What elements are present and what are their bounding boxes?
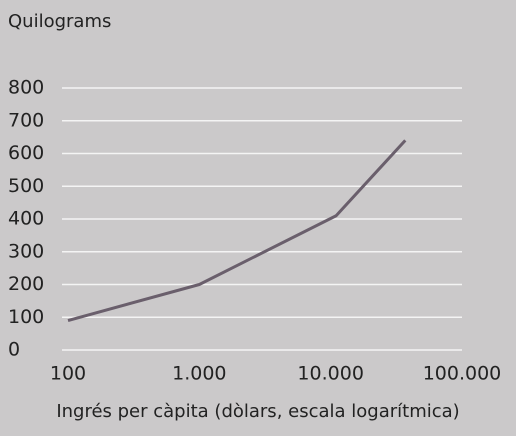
- y-tick-label: 500: [8, 175, 44, 197]
- y-tick-label: 200: [8, 273, 44, 295]
- y-axis-label: Quilograms: [8, 11, 111, 32]
- x-tick-label: 100: [50, 363, 86, 385]
- x-tick-label: 10.000: [297, 363, 363, 385]
- data-line: [67, 139, 407, 322]
- y-tick-label: 800: [8, 77, 44, 99]
- y-tick-label: 0: [8, 339, 20, 361]
- y-tick-label: 700: [8, 109, 44, 131]
- x-axis-label: Ingrés per càpita (dòlars, escala logarí…: [56, 401, 459, 422]
- x-tick-label: 100.000: [423, 363, 502, 385]
- y-tick-label: 400: [8, 208, 44, 230]
- y-tick-label: 100: [8, 306, 44, 328]
- y-tick-label: 300: [8, 240, 44, 262]
- y-tick-label: 600: [8, 142, 44, 164]
- x-tick-label: 1.000: [172, 363, 226, 385]
